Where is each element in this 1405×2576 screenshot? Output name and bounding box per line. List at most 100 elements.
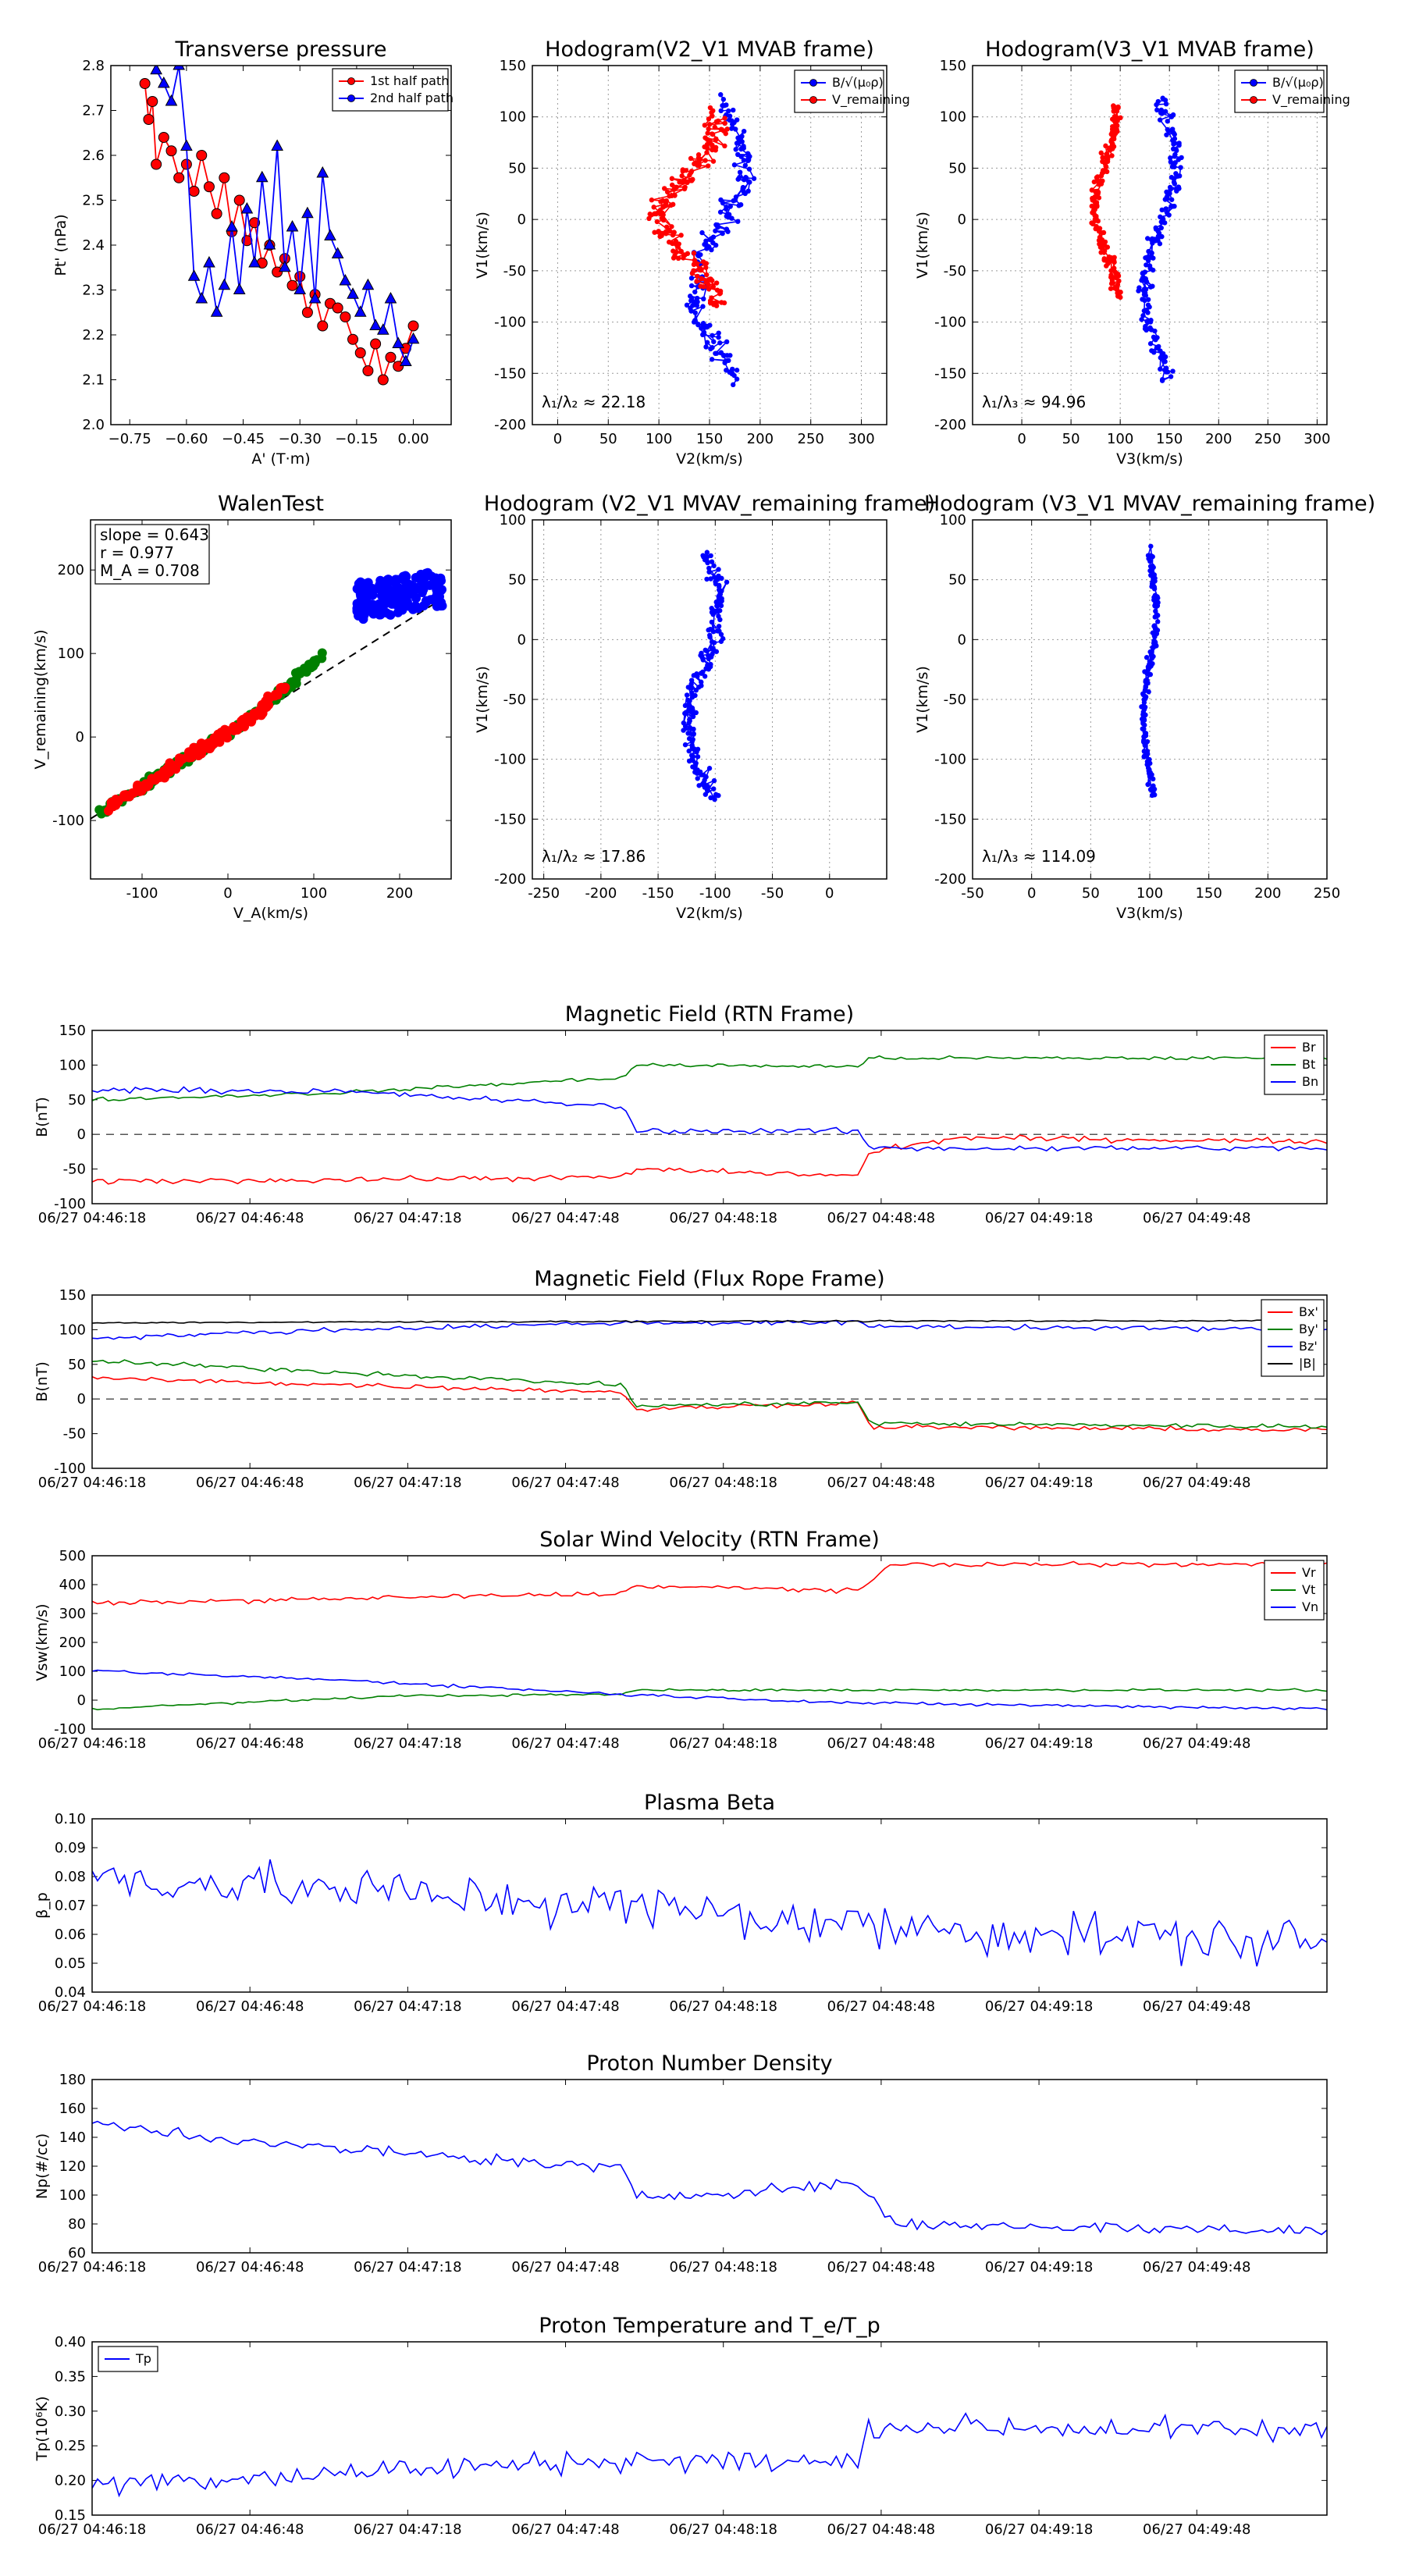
data-point	[718, 603, 724, 609]
legend-marker	[1250, 96, 1257, 104]
legend-label: B/√(μ₀ρ)	[1272, 75, 1324, 90]
y-tick-label: 60	[68, 2245, 86, 2261]
data-point	[699, 650, 704, 656]
data-point	[1097, 226, 1103, 231]
data-point	[722, 116, 727, 121]
y-tick-label: 0	[518, 212, 526, 228]
data-point	[1108, 268, 1114, 273]
data-point	[1141, 286, 1147, 292]
data-point	[1162, 109, 1168, 114]
data-point	[717, 596, 723, 601]
x-tick-label: −0.45	[222, 431, 265, 447]
plot-area	[139, 66, 420, 386]
y-tick-label: 0.35	[55, 2368, 86, 2385]
x-tick-label: 06/27 04:48:18	[669, 1475, 777, 1491]
data-point	[1150, 785, 1155, 791]
data-point	[699, 671, 704, 676]
data-point	[1139, 277, 1144, 283]
plot-area	[646, 92, 757, 388]
data-point	[741, 158, 747, 163]
data-point	[737, 169, 743, 175]
y-tick-label: -100	[934, 752, 966, 768]
data-point	[726, 358, 731, 364]
data-point	[706, 122, 713, 127]
y-tick-label: -100	[494, 315, 526, 331]
x-tick-label: 06/27 04:47:18	[354, 2521, 461, 2538]
data-point	[751, 176, 757, 181]
data-point	[1114, 109, 1120, 114]
data-point	[669, 182, 675, 188]
plot-area	[1089, 95, 1184, 383]
x-tick-label: 0	[553, 431, 562, 447]
data-point	[1147, 664, 1152, 671]
data-point	[279, 260, 291, 272]
y-axis-label: V1(km/s)	[914, 666, 931, 733]
data-point	[692, 692, 698, 699]
plot-area	[1139, 543, 1161, 799]
data-point	[1096, 195, 1102, 201]
data-point	[1142, 722, 1147, 728]
x-tick-label: 300	[848, 431, 874, 447]
data-point	[1155, 619, 1161, 624]
data-point	[704, 788, 710, 793]
data-point	[717, 290, 724, 296]
data-point	[1168, 197, 1175, 202]
y-tick-label: 140	[59, 2129, 86, 2146]
x-tick-label: 100	[646, 431, 672, 447]
data-point	[407, 332, 420, 344]
data-point	[717, 209, 724, 215]
y-tick-label: 80	[68, 2216, 86, 2233]
data-point	[1104, 156, 1111, 162]
data-point	[669, 224, 674, 229]
y-tick-label: -50	[63, 1426, 86, 1443]
data-point	[701, 296, 706, 302]
data-point	[1152, 328, 1158, 334]
data-point	[153, 770, 163, 781]
x-tick-label: 50	[1082, 885, 1100, 902]
data-point	[695, 776, 700, 781]
data-point	[649, 197, 655, 203]
data-point	[684, 692, 690, 698]
y-tick-label: 50	[68, 1092, 86, 1108]
data-point	[429, 596, 439, 606]
data-point	[188, 186, 200, 197]
data-point	[694, 295, 700, 301]
data-point	[248, 255, 261, 268]
data-point	[718, 108, 724, 114]
data-point	[317, 320, 329, 332]
chart-ts2: Magnetic Field (Flux Rope Frame) -100 -50 0…	[34, 1267, 1328, 1491]
x-tick-label: 0	[1017, 431, 1026, 447]
data-point	[1148, 543, 1154, 549]
data-point	[1158, 225, 1164, 231]
data-point	[1175, 187, 1180, 192]
data-point	[711, 777, 717, 784]
data-point	[680, 169, 685, 174]
x-tick-label: 06/27 04:46:18	[38, 2521, 146, 2538]
legend-label: V_remaining	[832, 92, 910, 108]
data-point	[710, 158, 717, 164]
x-tick-label: 06/27 04:47:18	[354, 2259, 461, 2275]
legend-label: Br	[1302, 1040, 1316, 1055]
data-point	[646, 215, 652, 222]
x-axis-label: V3(km/s)	[1116, 905, 1183, 922]
data-point	[688, 155, 694, 162]
data-point	[1142, 741, 1147, 746]
data-point	[1157, 241, 1163, 247]
data-point	[702, 674, 708, 679]
data-point	[703, 265, 709, 270]
data-point	[685, 251, 691, 257]
data-point	[727, 113, 733, 119]
plot-area	[92, 1319, 1327, 1432]
chart-ts4: Plasma Beta 0.04 0.05 0.06 0.07 0.08 0.09 0.10 β…	[34, 1791, 1328, 2015]
legend-label: B/√(μ₀ρ)	[832, 75, 884, 90]
data-point	[1147, 671, 1153, 677]
data-point	[741, 128, 747, 134]
data-point	[720, 230, 725, 237]
data-point	[301, 206, 314, 219]
y-tick-label: 160	[59, 2101, 86, 2117]
data-point	[713, 228, 718, 233]
data-point	[218, 278, 231, 290]
data-point	[731, 382, 736, 388]
data-point	[286, 219, 299, 232]
y-tick-label: 0.25	[55, 2438, 86, 2454]
